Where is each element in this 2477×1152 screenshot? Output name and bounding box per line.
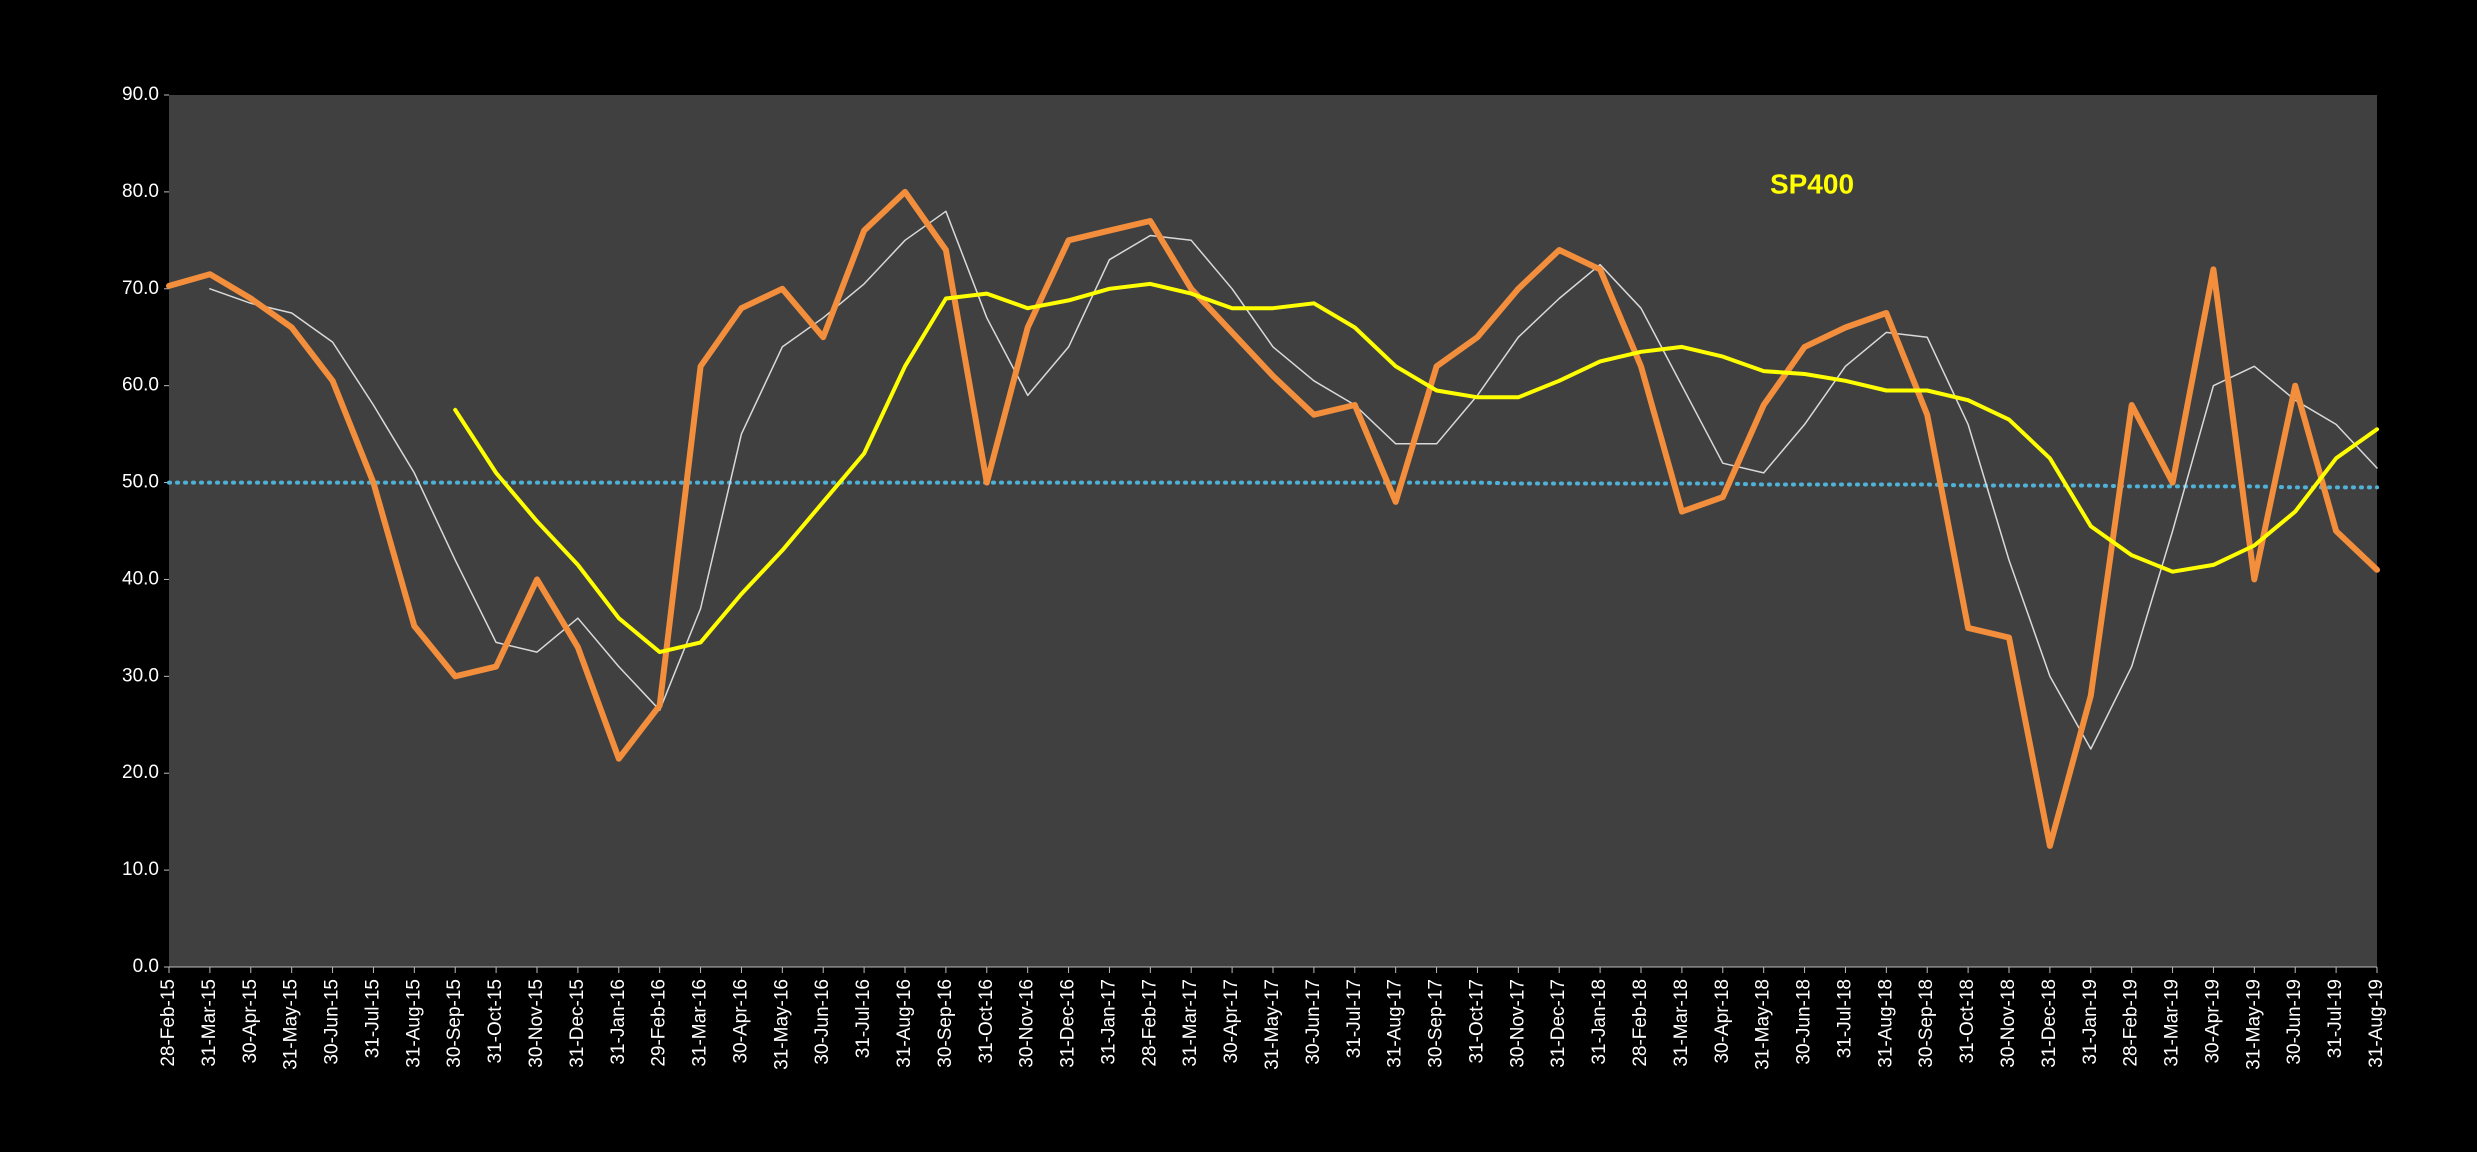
series-line [209, 210, 2378, 750]
y-tick-label: 30.0 [122, 665, 159, 686]
x-tick-label: 31-Mar-19 [2162, 979, 2183, 1067]
x-tick-label: 31-Jul-17 [1344, 979, 1365, 1058]
y-tick-label: 40.0 [122, 568, 159, 589]
x-tick-label: 31-Jan-19 [2080, 979, 2101, 1065]
x-tick-label: 30-Jun-16 [812, 979, 833, 1065]
x-tick-label: 30-Nov-18 [1998, 979, 2019, 1068]
y-tick-label: 90.0 [122, 84, 159, 105]
x-tick-label: 31-Aug-17 [1385, 979, 1406, 1068]
x-tick-label: 30-Apr-18 [1712, 979, 1733, 1064]
x-tick-label: 29-Feb-16 [649, 979, 670, 1067]
x-tick-label: 31-Mar-17 [1180, 979, 1201, 1067]
x-tick-label: 30-Nov-15 [526, 979, 547, 1068]
x-tick-label: 31-Dec-16 [1058, 979, 1079, 1068]
x-tick-label: 30-Apr-15 [240, 979, 261, 1064]
y-tick-label: 0.0 [133, 956, 159, 977]
x-tick-label: 30-Sep-18 [1916, 979, 1937, 1068]
x-tick-label: 28-Feb-19 [2121, 979, 2142, 1067]
x-tick-label: 31-Dec-15 [567, 979, 588, 1068]
x-tick-label: 31-Jul-16 [853, 979, 874, 1058]
y-tick-label: 70.0 [122, 278, 159, 299]
series-line [453, 281, 2379, 655]
x-tick-label: 30-Jun-17 [1303, 979, 1324, 1065]
chart-title: SP400 [1770, 168, 1854, 199]
x-tick-label: 31-May-19 [2243, 979, 2264, 1070]
x-tick-label: 28-Feb-17 [1139, 979, 1160, 1067]
y-tick-label: 10.0 [122, 859, 159, 880]
y-tick-label: 80.0 [122, 181, 159, 202]
x-tick-label: 31-Jan-18 [1589, 979, 1610, 1065]
x-tick-label: 31-Jul-15 [362, 979, 383, 1058]
x-tick-label: 30-Apr-19 [2202, 979, 2223, 1064]
x-tick-label: 31-Aug-18 [1875, 979, 1896, 1068]
x-tick-label: 31-Oct-17 [1466, 979, 1487, 1063]
x-tick-label: 28-Feb-15 [158, 979, 179, 1067]
series-line [167, 480, 2379, 490]
x-tick-label: 31-Oct-18 [1957, 979, 1978, 1063]
x-tick-label: 31-Jul-19 [2325, 979, 2346, 1058]
x-tick-label: 30-Nov-17 [1507, 979, 1528, 1068]
x-tick-label: 30-Jun-19 [2284, 979, 2305, 1065]
x-tick-label: 30-Sep-17 [1426, 979, 1447, 1068]
x-tick-label: 31-Jan-16 [608, 979, 629, 1065]
x-tick-label: 30-Sep-16 [935, 979, 956, 1068]
x-tick-label: 31-Jan-17 [1098, 979, 1119, 1065]
y-tick-label: 50.0 [122, 472, 159, 493]
series-line [166, 188, 2380, 849]
y-tick-label: 60.0 [122, 375, 159, 396]
x-tick-label: 30-Jun-18 [1794, 979, 1815, 1065]
x-tick-label: 31-Dec-18 [2039, 979, 2060, 1068]
x-tick-label: 31-Aug-16 [894, 979, 915, 1068]
x-tick-label: 31-May-18 [1753, 979, 1774, 1070]
x-tick-label: 31-Aug-15 [403, 979, 424, 1068]
x-tick-label: 31-May-16 [771, 979, 792, 1070]
x-tick-label: 31-Oct-15 [485, 979, 506, 1063]
x-tick-label: 30-Sep-15 [444, 979, 465, 1068]
x-tick-label: 31-Mar-18 [1671, 979, 1692, 1067]
x-tick-label: 31-Oct-16 [976, 979, 997, 1063]
x-tick-label: 31-May-15 [281, 979, 302, 1070]
x-tick-label: 30-Apr-16 [730, 979, 751, 1064]
y-tick-label: 20.0 [122, 762, 159, 783]
x-tick-label: 30-Jun-15 [322, 979, 343, 1065]
x-tick-label: 30-Nov-16 [1017, 979, 1038, 1068]
x-tick-label: 31-Aug-19 [2366, 979, 2387, 1068]
x-tick-label: 31-May-17 [1262, 979, 1283, 1070]
x-tick-label: 31-Jul-18 [1834, 979, 1855, 1058]
x-tick-label: 28-Feb-18 [1630, 979, 1651, 1067]
x-tick-label: 31-Mar-16 [690, 979, 711, 1067]
x-tick-label: 31-Dec-17 [1548, 979, 1569, 1068]
x-tick-label: 31-Mar-15 [199, 979, 220, 1067]
plot-area [169, 95, 2377, 967]
x-tick-label: 30-Apr-17 [1221, 979, 1242, 1064]
